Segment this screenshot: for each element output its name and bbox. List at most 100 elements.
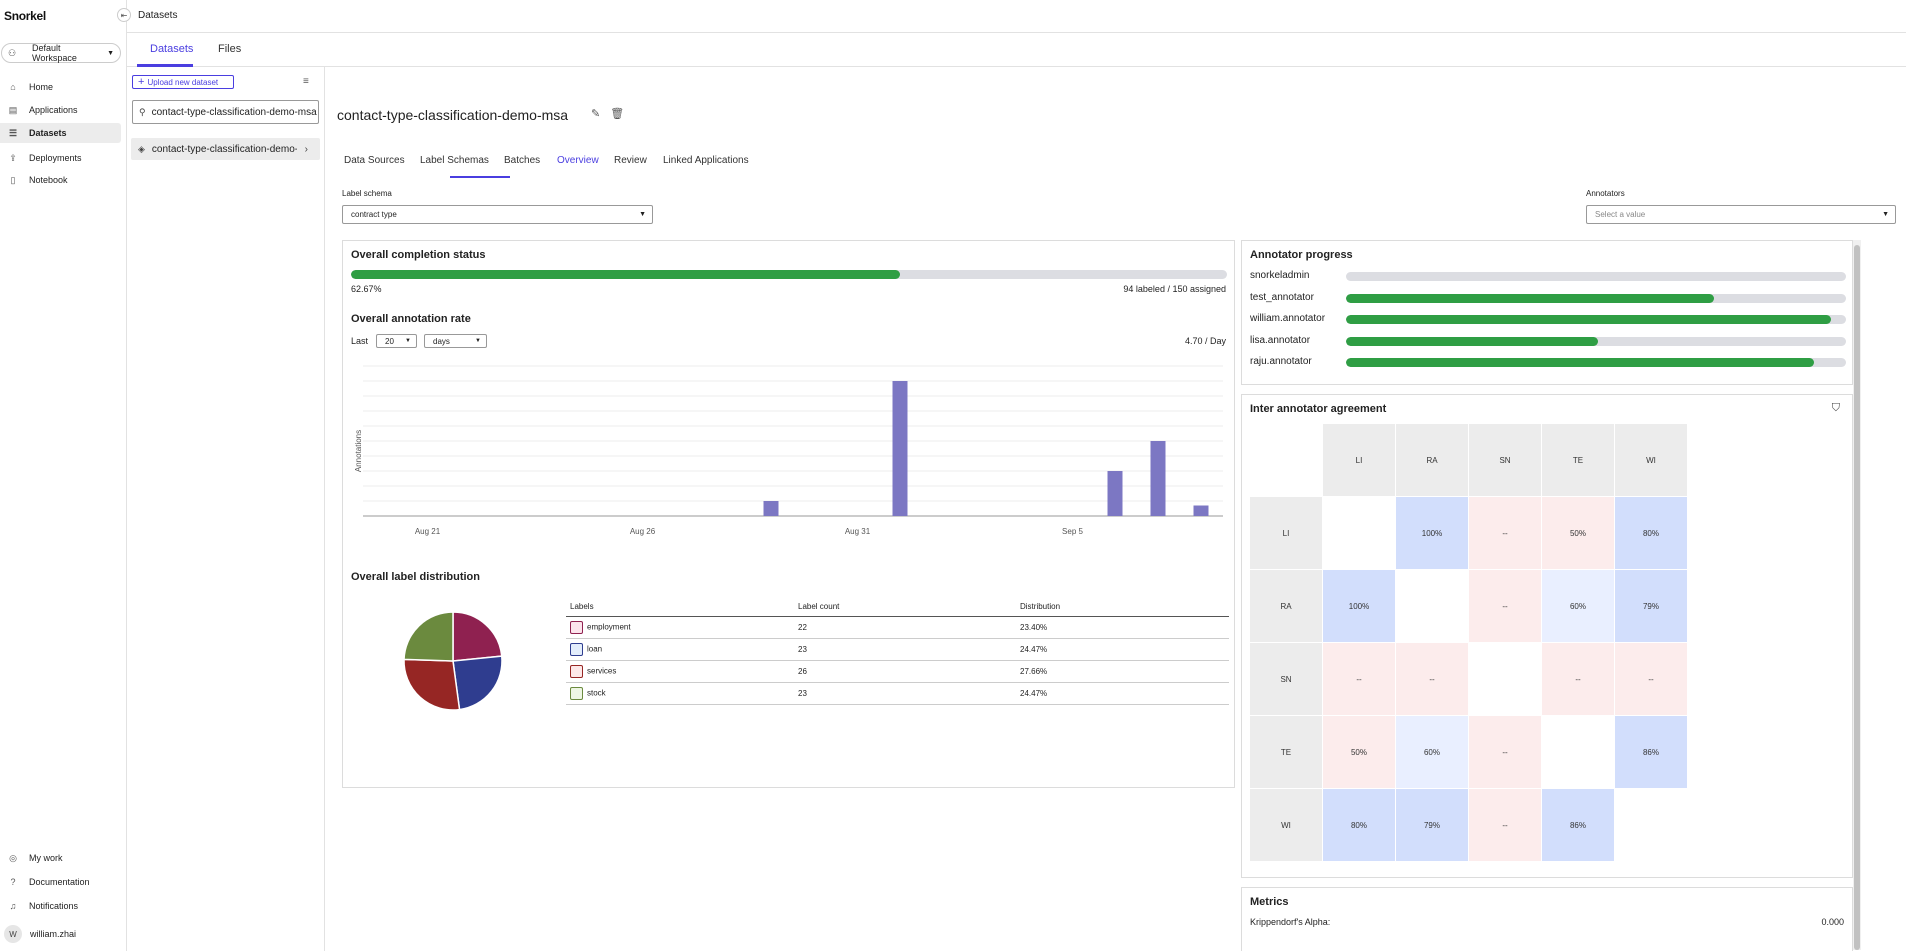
metric-value: 0.000 <box>1821 917 1844 927</box>
annotator-progress-title: Annotator progress <box>1250 249 1353 261</box>
tab-review[interactable]: Review <box>614 155 647 166</box>
annotators-select[interactable]: Select a value ▼ <box>1586 205 1896 224</box>
sidebar-item-my-work[interactable]: ◎ My work <box>0 848 121 868</box>
chevron-down-icon: ▼ <box>639 211 646 218</box>
label-cell: stock <box>566 682 794 705</box>
annotators-placeholder: Select a value <box>1595 210 1646 219</box>
chart-bar <box>1150 441 1166 516</box>
search-input[interactable] <box>151 106 317 118</box>
iaa-cell: -- <box>1469 789 1541 861</box>
scrollbar-thumb[interactable] <box>1854 245 1860 950</box>
tab-batches[interactable]: Batches <box>504 155 541 166</box>
sidebar-item-home[interactable]: ⌂ Home <box>0 77 121 97</box>
sidebar-item-applications[interactable]: ▤ Applications <box>0 100 121 120</box>
list-item[interactable]: ◈ contact-type-classification-demo-msa › <box>131 138 320 160</box>
label-cell: employment <box>566 616 794 639</box>
label-count-cell: 22 <box>794 616 1016 639</box>
annotators-label: Annotators <box>1586 189 1625 198</box>
chart-bar <box>1193 505 1209 516</box>
chart-x-tick-label: Sep 5 <box>1062 527 1083 536</box>
iaa-cell <box>1323 497 1395 569</box>
tab-datasets[interactable]: Datasets <box>150 43 194 55</box>
label-distribution-title: Overall label distribution <box>351 571 480 583</box>
completion-progress-fill <box>351 270 900 279</box>
tab-label-schemas[interactable]: Label Schemas <box>420 155 489 166</box>
annotation-rate-chart: Aug 21 Aug 26 Aug 31 Sep 5 Annotations <box>354 365 1223 536</box>
tab-linked-applications[interactable]: Linked Applications <box>663 155 749 166</box>
notebook-icon: ▯ <box>10 174 16 185</box>
workspace-icon: ⚇ <box>8 47 17 58</box>
sidebar-item-notebook[interactable]: ▯ Notebook <box>0 170 121 190</box>
label-count-cell: 26 <box>794 660 1016 683</box>
tab-files[interactable]: Files <box>218 43 242 55</box>
table-row: loan 23 24.47% <box>566 638 1229 661</box>
sidebar-item-label: Deployments <box>29 153 82 163</box>
active-tab-indicator <box>137 64 193 67</box>
iaa-cell: 86% <box>1542 789 1614 861</box>
chart-gridlines <box>363 365 1223 517</box>
rate-unit-select[interactable]: days ▼ <box>424 334 487 348</box>
label-schema-label: Label schema <box>342 189 392 198</box>
iaa-row-header: TE <box>1250 716 1322 788</box>
label-name: loan <box>587 644 603 654</box>
chevron-right-icon: › <box>304 143 308 155</box>
edit-icon[interactable]: ✎ <box>591 108 601 120</box>
sidebar: Snorkel ⚇ Default Workspace ▼ ⌂ Home ▤ A… <box>0 0 127 951</box>
tag-icon: ◈ <box>138 143 145 154</box>
column-header-distribution: Distribution <box>1016 597 1229 617</box>
trash-icon[interactable]: 🗑 <box>610 108 625 120</box>
sidebar-item-notifications[interactable]: ♫ Notifications <box>0 896 121 916</box>
filter-icon[interactable]: ⛉ <box>1831 402 1840 414</box>
top-bar: Datasets <box>127 0 1906 33</box>
chart-x-tick-label: Aug 21 <box>415 527 441 536</box>
completion-summary: 94 labeled / 150 assigned <box>1123 284 1226 294</box>
annotator-name: test_annotator <box>1250 291 1314 303</box>
tab-overview[interactable]: Overview <box>557 155 599 166</box>
sidebar-item-deployments[interactable]: ⇪ Deployments <box>0 148 121 168</box>
label-count-cell: 23 <box>794 682 1016 705</box>
table-row: stock 23 24.47% <box>566 682 1229 705</box>
table-row: services 26 27.66% <box>566 660 1229 683</box>
pie-slice <box>403 658 461 711</box>
iaa-cell: 100% <box>1396 497 1468 569</box>
main-tabs: Datasets Files <box>127 33 1906 67</box>
label-schema-select[interactable]: contract type ▼ <box>342 205 653 224</box>
tab-data-sources[interactable]: Data Sources <box>344 155 405 166</box>
iaa-cell: 79% <box>1615 570 1687 642</box>
annotator-progress-bar <box>1346 315 1846 324</box>
rate-count-select[interactable]: 20 ▼ <box>376 334 417 348</box>
filter-list-icon[interactable]: ≡ <box>303 76 309 87</box>
iaa-cell: 50% <box>1542 497 1614 569</box>
iaa-cell: -- <box>1542 643 1614 715</box>
annotator-progress-card: Annotator progress snorkeladmin test_anno… <box>1241 240 1853 385</box>
iaa-column-header: TE <box>1542 424 1614 496</box>
label-color-swatch <box>570 621 583 634</box>
home-icon: ⌂ <box>10 82 16 92</box>
datasets-icon: ☰ <box>8 127 18 138</box>
workspace-selector[interactable]: ⚇ Default Workspace ▼ <box>1 43 121 63</box>
applications-icon: ▤ <box>8 104 18 115</box>
upload-dataset-label: Upload new dataset <box>147 77 219 87</box>
label-cell: services <box>566 660 794 683</box>
iaa-corner <box>1250 424 1322 496</box>
user-menu[interactable]: W william.zhai <box>0 924 121 944</box>
completion-percent: 62.67% <box>351 284 382 294</box>
sidebar-item-documentation[interactable]: ? Documentation <box>0 872 121 892</box>
iaa-cell: 60% <box>1396 716 1468 788</box>
upload-dataset-button[interactable]: + Upload new dataset <box>132 75 234 89</box>
label-color-swatch <box>570 643 583 656</box>
annotator-name: snorkeladmin <box>1250 270 1310 281</box>
iaa-cell: 80% <box>1615 497 1687 569</box>
bell-icon: ♫ <box>9 901 17 911</box>
collapse-sidebar-icon[interactable]: ⇤ <box>117 8 131 22</box>
dataset-content: contact-type-classification-demo-msa ✎ 🗑… <box>326 67 1906 951</box>
iaa-cell: 50% <box>1323 716 1395 788</box>
iaa-row-header: WI <box>1250 789 1322 861</box>
search-icon: ⚲ <box>139 106 146 117</box>
chevron-down-icon: ▼ <box>107 49 114 57</box>
column-header-label-count: Label count <box>794 597 1016 617</box>
chart-y-label: Annotations <box>354 430 363 472</box>
annotation-rate-title: Overall annotation rate <box>351 313 471 325</box>
sidebar-item-datasets[interactable]: ☰ Datasets <box>0 123 121 143</box>
dataset-search[interactable]: ⚲ <box>132 100 319 124</box>
